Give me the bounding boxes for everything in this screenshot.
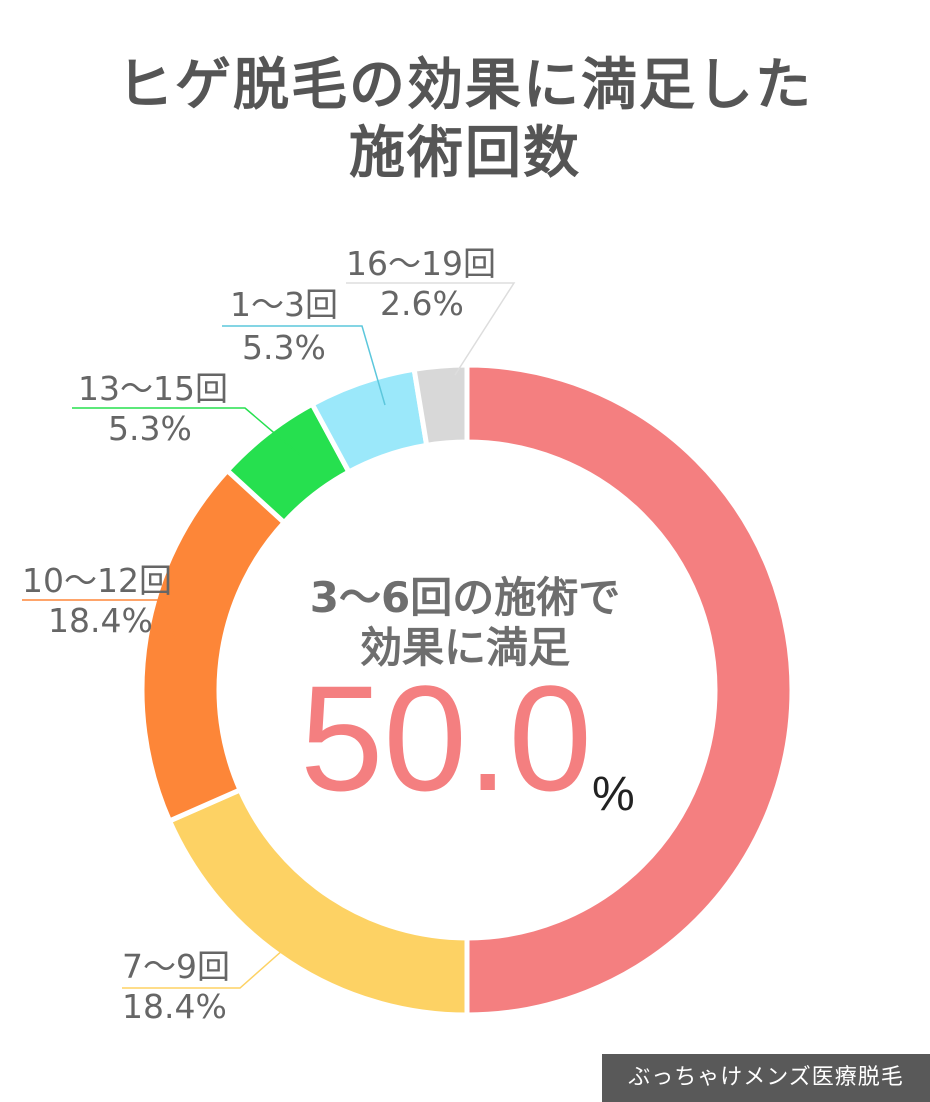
label-1-3-name: 1〜3回 xyxy=(230,285,338,324)
leader-line-4 xyxy=(346,282,516,376)
leader-line-2 xyxy=(72,407,301,456)
credit-badge: ぶっちゃけメンズ医療脱毛 xyxy=(602,1054,930,1102)
label-16-19-name: 16〜19回 xyxy=(346,244,496,283)
leader-line-1 xyxy=(22,599,177,641)
donut-slice-0 xyxy=(464,362,795,1018)
label-1-3-pct: 5.3% xyxy=(242,328,326,367)
leader-line-3 xyxy=(222,325,386,406)
chart-title-line-2: 施術回数 xyxy=(349,121,581,186)
chart-title: ヒゲ脱毛の効果に満足した 施術回数 xyxy=(0,52,930,188)
label-13-15-pct: 5.3% xyxy=(108,409,192,448)
label-7-9-name: 7〜9回 xyxy=(122,947,230,986)
donut-slices xyxy=(139,362,795,1018)
label-16-19-pct: 2.6% xyxy=(380,284,464,323)
donut-slice-2 xyxy=(139,466,288,825)
label-7-9-pct: 18.4% xyxy=(122,987,227,1026)
label-10-12-name: 10〜12回 xyxy=(22,561,172,600)
label-10-12-pct: 18.4% xyxy=(48,601,153,640)
label-13-15-name: 13〜15回 xyxy=(78,369,228,408)
donut-slice-5 xyxy=(411,362,470,449)
center-caption-line-1: 3〜6回の施術で xyxy=(310,573,620,622)
center-caption-line-2: 効果に満足 xyxy=(360,623,570,672)
label-leader-lines xyxy=(22,282,516,989)
chart-title-line-1: ヒゲ脱毛の効果に満足した xyxy=(117,53,813,118)
highlight-value: 50.0 xyxy=(300,654,592,822)
highlight-unit: % xyxy=(592,768,635,821)
leader-line-0 xyxy=(122,941,293,989)
